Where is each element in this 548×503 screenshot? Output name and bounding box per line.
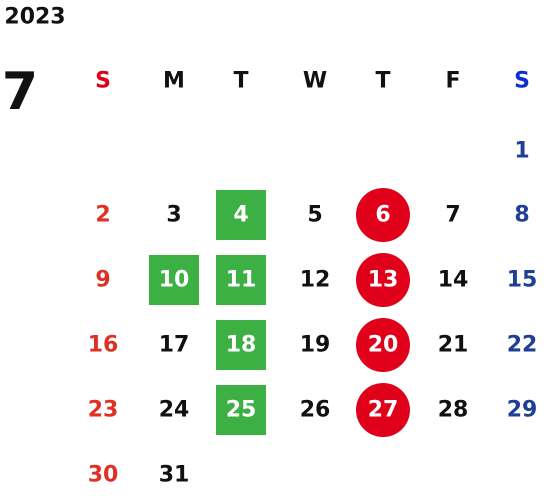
day: 15 (506, 267, 538, 293)
day: 30 (87, 462, 119, 488)
day: 9 (95, 267, 111, 293)
red-highlight (356, 318, 410, 372)
day: 28 (437, 397, 469, 423)
day: 8 (514, 202, 530, 228)
red-highlight (356, 188, 410, 242)
day: 3 (166, 202, 182, 228)
day: 23 (87, 397, 119, 423)
green-highlight (216, 190, 266, 240)
day: 1 (514, 138, 530, 164)
weekday: T (233, 68, 249, 94)
day: 29 (506, 397, 538, 423)
day: 7 (445, 202, 461, 228)
day: 22 (506, 332, 538, 358)
year: 2023 (4, 4, 66, 30)
day: 26 (299, 397, 331, 423)
weekday: F (445, 68, 461, 94)
day: 11 (225, 267, 257, 293)
green-highlight (149, 255, 199, 305)
day: 10 (158, 267, 190, 293)
day: 13 (367, 267, 399, 293)
green-highlight (216, 320, 266, 370)
day: 18 (225, 332, 257, 358)
weekday: W (302, 68, 328, 94)
day: 5 (307, 202, 323, 228)
day: 21 (437, 332, 469, 358)
day: 14 (437, 267, 469, 293)
day: 20 (367, 332, 399, 358)
weekday: T (375, 68, 391, 94)
day: 25 (225, 397, 257, 423)
day: 6 (375, 202, 391, 228)
day: 27 (367, 397, 399, 423)
green-highlight (216, 385, 266, 435)
day: 17 (158, 332, 190, 358)
red-highlight (356, 253, 410, 307)
day: 4 (233, 202, 249, 228)
month: 7 (1, 62, 39, 122)
weekday: S (95, 68, 111, 94)
weekday: S (514, 68, 530, 94)
red-highlight (356, 383, 410, 437)
day: 16 (87, 332, 119, 358)
green-highlight (216, 255, 266, 305)
day: 12 (299, 267, 331, 293)
day: 31 (158, 462, 190, 488)
day: 24 (158, 397, 190, 423)
weekday: M (163, 68, 185, 94)
day: 2 (95, 202, 111, 228)
day: 19 (299, 332, 331, 358)
